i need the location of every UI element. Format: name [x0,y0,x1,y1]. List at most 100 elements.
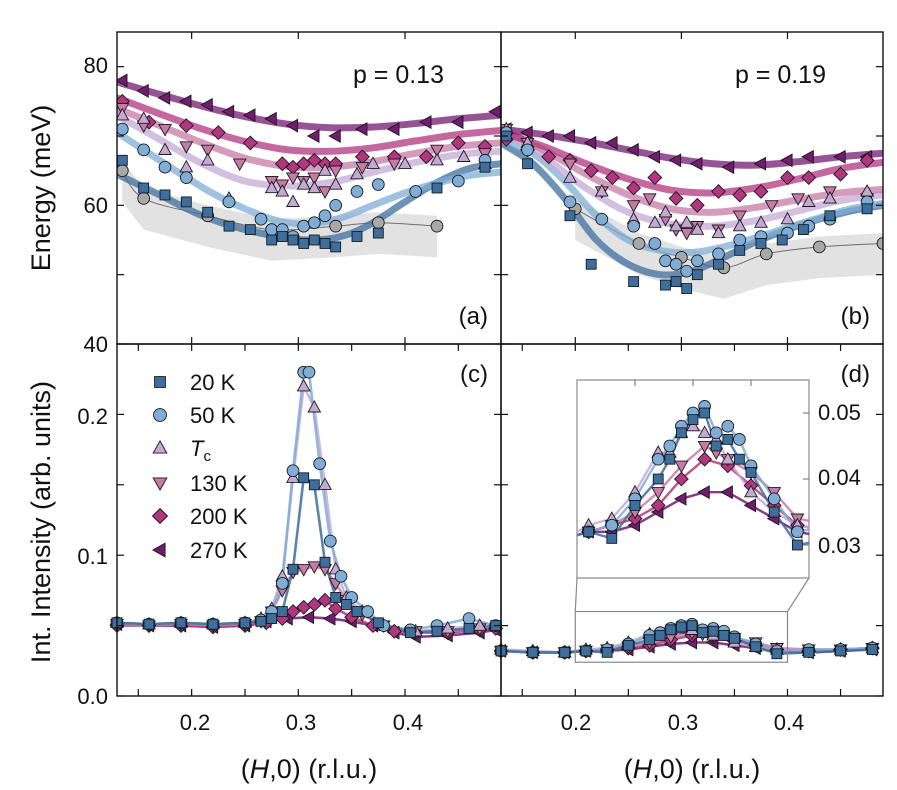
point-20k [835,645,846,657]
inset-point-50k [791,525,804,539]
point-tc [200,152,215,166]
point-270k [562,129,576,143]
point-50k [659,254,672,268]
point-tc [296,177,311,190]
panel-a-plot-area [117,73,501,261]
point-50k [350,185,364,198]
xtick-label-d-0.2: 0.2 [561,710,592,735]
point-20k [681,283,693,294]
point-200k [541,149,557,165]
point-20k [601,646,613,658]
point-20k [628,276,640,288]
inset-point-270k [697,485,710,500]
point-50k [361,605,375,618]
point-200k [418,149,434,165]
point-tc [594,184,609,197]
point-50k [222,195,236,209]
point-tc [732,218,747,232]
ytick-label-80: 80 [84,53,108,78]
fit-curve-270k [501,125,883,169]
legend-marker-50k [153,408,167,422]
point-tc [264,180,279,194]
point-130k [232,158,247,172]
point-50k [334,569,348,583]
inset-point-200k [650,497,666,513]
point-270k [178,94,192,109]
inset-point-20k [583,526,595,538]
point-ref [812,240,826,254]
point-20k [239,617,251,629]
point-270k [221,104,235,119]
point-50k [318,209,332,223]
point-200k [306,597,322,612]
point-50k [733,233,747,247]
point-20k [138,182,150,194]
point-tc [563,170,577,183]
ytick-label-0.1: 0.1 [77,544,108,569]
point-200k [711,183,726,199]
legend-marker-200k [151,507,169,525]
point-20k [665,624,677,636]
point-200k [317,592,333,608]
inset-point-20k [768,506,780,518]
point-20k [527,646,539,658]
point-20k [718,630,730,641]
point-20k [276,606,288,617]
point-tc [136,111,151,124]
xtick-label-d-0.3: 0.3 [668,710,699,735]
point-20k [117,154,128,166]
point-tc [275,184,290,197]
point-tc [822,190,837,204]
point-270k [306,129,320,143]
point-50k [595,212,609,226]
inset-point-tc [697,425,712,438]
point-tc [318,163,332,176]
panel-tag-d: (d) [841,361,870,388]
point-20k [202,206,214,218]
inset-point-20k [745,466,757,478]
point-270k [604,135,618,150]
inset-point-50k [651,452,665,466]
x-axis-label-H: H [250,754,270,784]
point-tc [318,477,332,490]
point-270k [647,149,660,164]
panel-tag-b: (b) [841,303,870,330]
point-50k [669,257,683,271]
point-200k [668,190,684,206]
xtick-label-c-0.2: 0.2 [180,710,211,735]
point-200k [859,152,875,168]
point-200k [242,135,258,151]
point-270k [117,73,128,88]
point-tc [398,156,412,169]
point-tc [158,142,172,155]
point-50k [307,216,321,230]
point-tc [430,152,444,166]
inset-point-tc [720,451,735,465]
point-270k [450,115,464,130]
point-270k [354,122,368,137]
point-20k [585,258,597,270]
point-270k [328,129,341,143]
point-50k [313,457,327,471]
legend-label-tc-main: T [190,436,205,461]
point-20k [276,231,288,242]
doping-label-a: p = 0.13 [353,61,444,89]
inset-point-20k [687,414,699,426]
point-50k [462,612,476,625]
inset-point-20k [710,440,722,452]
point-270k [157,90,171,105]
point-tc [754,215,768,228]
point-50k [117,122,129,136]
point-20k [351,231,363,242]
inset-ytick-label-0.03: 0.03 [818,533,861,558]
point-tc [350,166,364,180]
x-axis-label-post: ,0) (r.l.u.) [269,754,377,784]
point-270k [322,611,336,626]
point-20k [372,227,384,239]
inset-point-200k [697,451,713,467]
point-270k [780,153,793,168]
inset-point-20k [733,453,745,465]
point-20k [622,639,634,651]
point-200k [328,601,344,617]
